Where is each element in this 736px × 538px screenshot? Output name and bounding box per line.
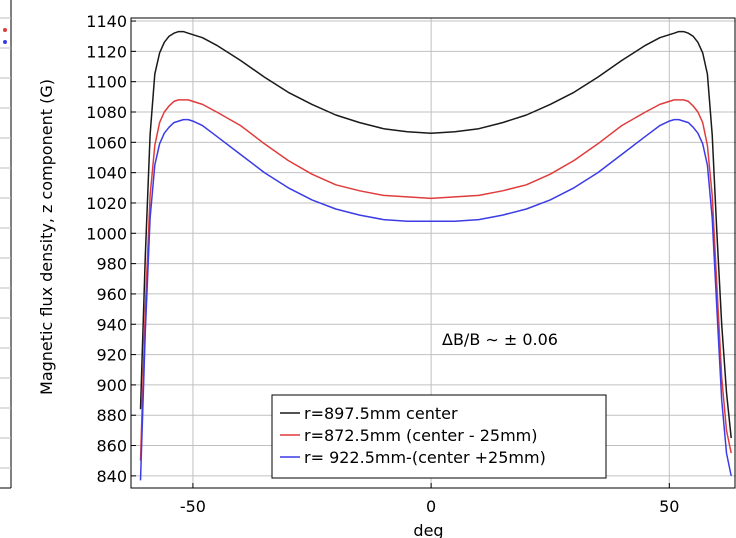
adjacent-plot-fragment — [0, 0, 12, 490]
y-tick-label: 900 — [96, 376, 127, 395]
ticks — [131, 20, 670, 488]
y-tick-label: 1100 — [86, 73, 127, 92]
y-tick-label: 1040 — [86, 164, 127, 183]
x-tick-label: -50 — [180, 497, 206, 516]
y-tick-labels: 840 860 880 900 920 940 960 980 1000 1020 1040 1060… — [86, 12, 127, 486]
x-tick-label: 0 — [426, 497, 436, 516]
y-tick-label: 1120 — [86, 42, 127, 61]
y-tick-label: 920 — [96, 346, 127, 365]
legend-label: r=872.5mm (center - 25mm) — [304, 426, 537, 445]
x-axis-title: deg — [413, 521, 443, 538]
y-tick-label: 840 — [96, 467, 127, 486]
y-tick-label: 1140 — [86, 12, 127, 31]
legend-label: r= 922.5mm-(center +25mm) — [304, 448, 546, 467]
plot-frame — [130, 17, 736, 489]
series-group — [139, 30, 732, 481]
y-tick-label: 1000 — [86, 224, 127, 243]
y-tick-label: 940 — [96, 315, 127, 334]
legend-label: r=897.5mm center — [304, 404, 458, 423]
legend-box — [271, 394, 607, 479]
legend: r=897.5mm center r=872.5mm (center - 25mm… — [271, 394, 607, 479]
y-tick-label: 880 — [96, 406, 127, 425]
y-tick-label: 1060 — [86, 133, 127, 152]
delta-b-annotation: ΔB/B ∼ ± 0.06 — [442, 330, 558, 349]
y-tick-label: 860 — [96, 437, 127, 456]
series-line-1 — [139, 30, 732, 439]
y-axis-title: Magnetic flux density, z component (G) — [37, 79, 56, 395]
y-tick-label: 980 — [96, 255, 127, 274]
x-tick-labels: -50 0 50 — [180, 497, 680, 516]
y-tick-label: 1080 — [86, 103, 127, 122]
series-line-2 — [139, 99, 732, 461]
y-tick-label: 1020 — [86, 194, 127, 213]
series-line-3 — [139, 118, 732, 481]
x-tick-label: 50 — [659, 497, 679, 516]
y-tick-label: 960 — [96, 285, 127, 304]
